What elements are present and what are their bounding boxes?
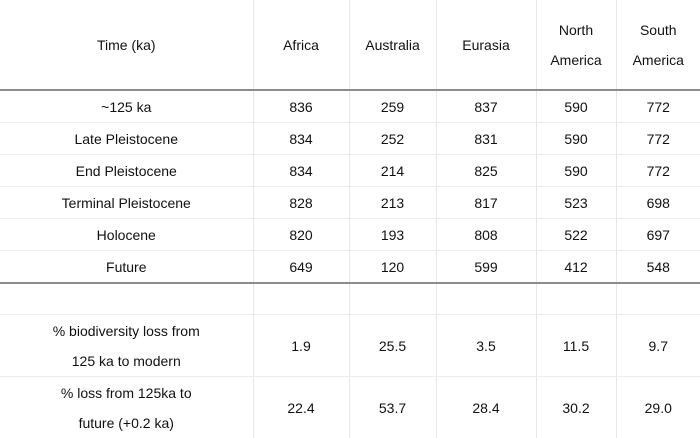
- cell-australia: 53.7: [349, 377, 436, 438]
- cell-africa: 836: [253, 90, 349, 123]
- cell-south-america: 772: [616, 155, 700, 187]
- cell-south-america: 698: [616, 187, 700, 219]
- cell-africa: 828: [253, 187, 349, 219]
- spacer-cell: [349, 283, 436, 315]
- cell-south-america: 9.7: [616, 315, 700, 377]
- cell-south-america: 697: [616, 219, 700, 251]
- cell-north-america: 522: [536, 219, 616, 251]
- cell-eurasia: 825: [436, 155, 536, 187]
- cell-africa: 834: [253, 123, 349, 155]
- header-south-america-line2: America: [633, 52, 684, 68]
- header-eurasia-label: Eurasia: [462, 37, 509, 53]
- header-south-america-line1: South: [640, 22, 677, 38]
- cell-africa: 22.4: [253, 377, 349, 438]
- cell-south-america: 548: [616, 251, 700, 284]
- spacer-cell: [0, 283, 253, 315]
- row-label: Future: [0, 251, 253, 284]
- cell-south-america: 772: [616, 90, 700, 123]
- cell-eurasia: 3.5: [436, 315, 536, 377]
- cell-north-america: 11.5: [536, 315, 616, 377]
- table-row: Future 649 120 599 412 548: [0, 251, 700, 284]
- header-north-america-line2: America: [550, 52, 601, 68]
- row-label: Holocene: [0, 219, 253, 251]
- summary-label-line2: future (+0.2 ka): [79, 415, 174, 431]
- header-time-label: Time (ka): [97, 37, 156, 53]
- cell-australia: 214: [349, 155, 436, 187]
- header-eurasia: Eurasia: [436, 0, 536, 90]
- row-label: Terminal Pleistocene: [0, 187, 253, 219]
- table-row: End Pleistocene 834 214 825 590 772: [0, 155, 700, 187]
- spacer-row: [0, 283, 700, 315]
- cell-australia: 25.5: [349, 315, 436, 377]
- cell-south-america: 772: [616, 123, 700, 155]
- summary-label: % loss from 125ka to future (+0.2 ka): [0, 377, 253, 438]
- header-time: Time (ka): [0, 0, 253, 90]
- cell-north-america: 523: [536, 187, 616, 219]
- cell-north-america: 412: [536, 251, 616, 284]
- summary-label-line2: 125 ka to modern: [72, 353, 181, 369]
- cell-eurasia: 831: [436, 123, 536, 155]
- summary-row: % biodiversity loss from 125 ka to modern…: [0, 315, 700, 377]
- cell-australia: 259: [349, 90, 436, 123]
- header-africa-label: Africa: [283, 37, 319, 53]
- table-row: Terminal Pleistocene 828 213 817 523 698: [0, 187, 700, 219]
- header-south-america: South America: [616, 0, 700, 90]
- cell-north-america: 590: [536, 90, 616, 123]
- cell-eurasia: 808: [436, 219, 536, 251]
- summary-label-line1: % loss from 125ka to: [61, 385, 192, 401]
- cell-north-america: 590: [536, 155, 616, 187]
- cell-australia: 120: [349, 251, 436, 284]
- table-row: ~125 ka 836 259 837 590 772: [0, 90, 700, 123]
- cell-africa: 649: [253, 251, 349, 284]
- cell-eurasia: 599: [436, 251, 536, 284]
- cell-australia: 213: [349, 187, 436, 219]
- table-row: Late Pleistocene 834 252 831 590 772: [0, 123, 700, 155]
- row-label: End Pleistocene: [0, 155, 253, 187]
- cell-north-america: 30.2: [536, 377, 616, 438]
- spacer-cell: [536, 283, 616, 315]
- summary-label: % biodiversity loss from 125 ka to modern: [0, 315, 253, 377]
- header-row: Time (ka) Africa Australia Eurasia North…: [0, 0, 700, 90]
- cell-north-america: 590: [536, 123, 616, 155]
- table-row: Holocene 820 193 808 522 697: [0, 219, 700, 251]
- summary-label-line1: % biodiversity loss from: [53, 323, 200, 339]
- spacer-cell: [436, 283, 536, 315]
- summary-row: % loss from 125ka to future (+0.2 ka) 22.…: [0, 377, 700, 438]
- header-north-america: North America: [536, 0, 616, 90]
- cell-australia: 252: [349, 123, 436, 155]
- cell-eurasia: 837: [436, 90, 536, 123]
- cell-africa: 1.9: [253, 315, 349, 377]
- header-australia: Australia: [349, 0, 436, 90]
- header-north-america-line1: North: [559, 22, 593, 38]
- cell-australia: 193: [349, 219, 436, 251]
- cell-africa: 820: [253, 219, 349, 251]
- row-label: Late Pleistocene: [0, 123, 253, 155]
- spacer-cell: [253, 283, 349, 315]
- cell-africa: 834: [253, 155, 349, 187]
- row-label: ~125 ka: [0, 90, 253, 123]
- spacer-cell: [616, 283, 700, 315]
- cell-eurasia: 817: [436, 187, 536, 219]
- cell-eurasia: 28.4: [436, 377, 536, 438]
- header-africa: Africa: [253, 0, 349, 90]
- header-australia-label: Australia: [365, 37, 419, 53]
- cell-south-america: 29.0: [616, 377, 700, 438]
